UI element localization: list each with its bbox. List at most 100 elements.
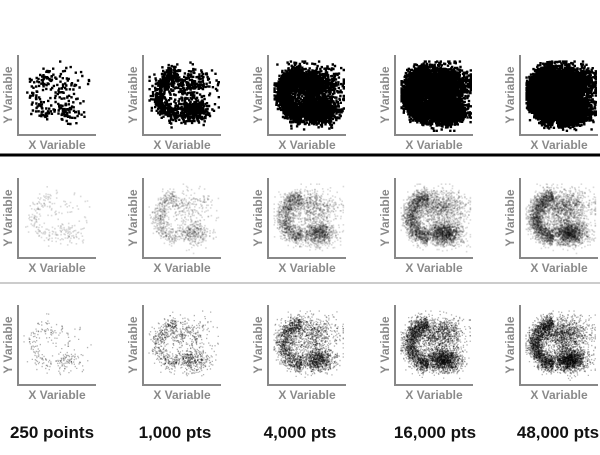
point-cloud (534, 194, 597, 247)
point-cloud (408, 318, 462, 369)
point-cloud (403, 194, 468, 251)
point-cloud (27, 191, 91, 246)
point-cloud (274, 196, 337, 244)
point-cloud (148, 61, 220, 129)
point-cloud (529, 314, 586, 372)
point-cloud (400, 318, 458, 369)
scatter-panel: X Variable Y Variable (126, 305, 221, 402)
point-cloud (280, 194, 334, 240)
point-cloud (405, 189, 458, 239)
point-cloud (408, 318, 455, 368)
point-cloud (276, 314, 344, 368)
point-cloud (156, 319, 208, 369)
y-axis-label: Y Variable (503, 66, 517, 123)
point-cloud (406, 191, 461, 243)
point-cloud (407, 189, 455, 247)
point-cloud (278, 196, 342, 245)
point-cloud (401, 319, 460, 374)
point-cloud (406, 191, 463, 241)
point-cloud (152, 322, 204, 367)
scatter-panel: X Variable Y Variable (1, 55, 96, 152)
y-axis-label: Y Variable (378, 316, 392, 373)
point-cloud (528, 316, 591, 369)
point-cloud (525, 60, 597, 132)
point-cloud (404, 191, 461, 247)
point-cloud (410, 319, 466, 373)
point-cloud (401, 319, 464, 372)
point-cloud (283, 193, 343, 249)
y-axis-label: Y Variable (251, 316, 265, 373)
point-cloud (406, 193, 461, 249)
point-cloud (35, 203, 79, 235)
point-cloud (525, 189, 583, 247)
y-axis-label: Y Variable (1, 189, 15, 246)
point-cloud (404, 324, 457, 372)
axis-frame (519, 305, 598, 386)
point-cloud (410, 317, 462, 372)
axis-frame (519, 55, 598, 136)
point-cloud (531, 197, 584, 251)
point-cloud (407, 320, 457, 368)
x-axis-label: X Variable (28, 261, 86, 275)
point-cloud (150, 191, 216, 247)
point-cloud (280, 195, 332, 248)
point-cloud (403, 318, 460, 369)
point-cloud (529, 318, 590, 369)
point-cloud (26, 60, 91, 126)
point-cloud (278, 191, 329, 245)
point-cloud (530, 320, 583, 372)
x-axis-label: X Variable (278, 261, 336, 275)
point-cloud (279, 316, 337, 373)
point-cloud (404, 189, 471, 246)
scatter-panel: X Variable Y Variable (251, 55, 346, 152)
point-cloud (406, 317, 459, 367)
column-label: 48,000 pts (517, 423, 599, 442)
point-cloud (403, 317, 460, 370)
point-cloud (406, 322, 464, 371)
point-cloud (410, 183, 464, 246)
x-axis-label: X Variable (28, 138, 86, 152)
point-cloud (30, 320, 92, 374)
point-cloud (528, 319, 586, 371)
point-cloud (273, 60, 345, 131)
y-axis-label: Y Variable (378, 189, 392, 246)
x-axis-label: X Variable (153, 388, 211, 402)
point-cloud (525, 321, 584, 369)
point-cloud (409, 192, 460, 242)
point-cloud (406, 193, 460, 242)
point-cloud (530, 195, 597, 245)
y-axis-label: Y Variable (503, 189, 517, 246)
point-cloud (531, 314, 593, 368)
y-axis-label: Y Variable (378, 66, 392, 123)
scatter-panel: X Variable Y Variable (503, 55, 598, 152)
point-cloud (407, 191, 472, 245)
point-cloud (278, 194, 333, 248)
axis-frame (267, 178, 346, 259)
point-cloud (404, 325, 464, 369)
point-cloud (279, 190, 333, 242)
point-cloud (404, 321, 456, 366)
point-cloud (526, 186, 587, 242)
axis-frame (519, 178, 598, 259)
point-cloud (536, 184, 597, 244)
column-label: 250 points (10, 423, 94, 442)
point-cloud (533, 323, 590, 372)
point-cloud (281, 185, 345, 243)
point-cloud (280, 318, 332, 371)
point-cloud (531, 315, 586, 370)
point-cloud (526, 191, 588, 246)
point-cloud (529, 194, 582, 245)
point-cloud (533, 320, 584, 370)
point-cloud (404, 314, 466, 369)
point-cloud (528, 323, 592, 371)
point-cloud (153, 310, 213, 369)
point-cloud (153, 188, 208, 241)
column-label: 1,000 pts (139, 423, 212, 442)
axis-frame (17, 305, 96, 386)
point-cloud (400, 319, 463, 370)
point-cloud (407, 317, 466, 375)
scatter-panel: X Variable Y Variable (378, 178, 473, 275)
point-cloud (525, 192, 595, 245)
point-cloud (531, 187, 591, 240)
